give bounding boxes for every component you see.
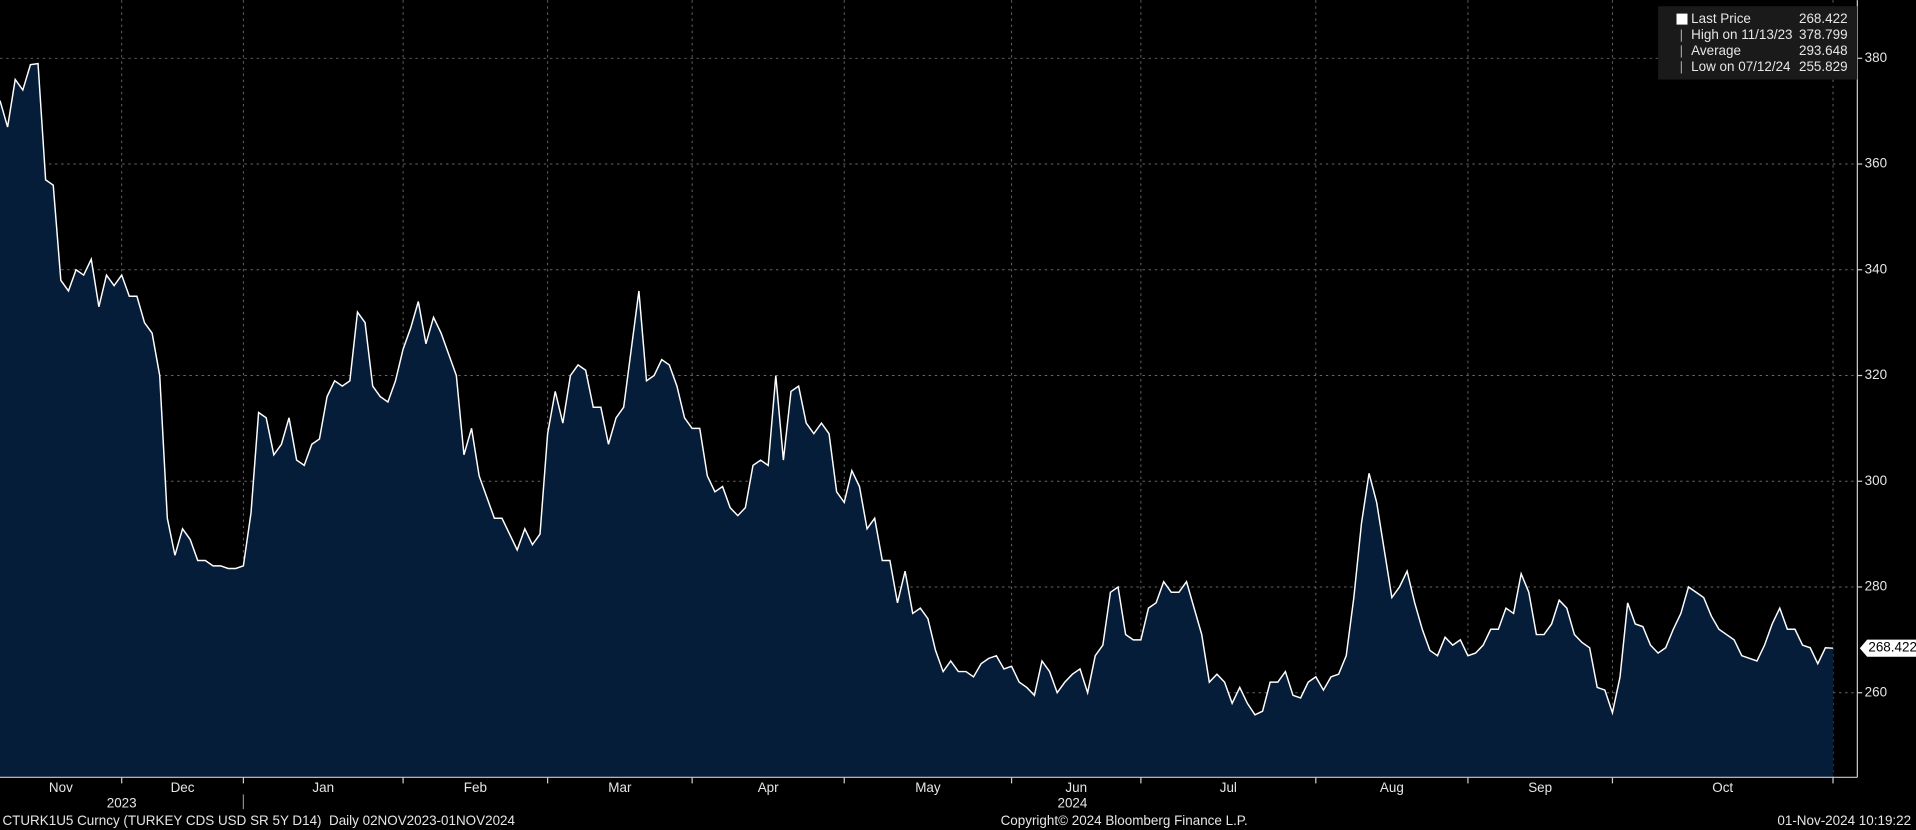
- y-tick-label: 380: [1865, 50, 1887, 65]
- legend-value: 255.829: [1799, 59, 1848, 74]
- y-tick-label: 340: [1865, 261, 1887, 276]
- legend-value: 378.799: [1799, 27, 1848, 42]
- month-label: Feb: [464, 780, 487, 795]
- legend-value: 268.422: [1799, 11, 1848, 26]
- month-label: Nov: [49, 780, 73, 795]
- legend-swatch: [1676, 13, 1688, 25]
- month-label: Dec: [171, 780, 195, 795]
- legend-label: High on 11/13/23: [1691, 27, 1792, 42]
- y-tick-label: 360: [1865, 156, 1887, 171]
- y-tick-label: 260: [1865, 684, 1887, 699]
- plot: [0, 0, 1858, 778]
- footer-center: Copyright© 2024 Bloomberg Finance L.P.: [1001, 813, 1248, 828]
- year-label: 2024: [1057, 796, 1087, 811]
- month-label: May: [915, 780, 941, 795]
- y-tick-label: 280: [1865, 579, 1887, 594]
- legend-value: 293.648: [1799, 43, 1848, 58]
- month-label: Apr: [758, 780, 779, 795]
- footer-right: 01-Nov-2024 10:19:22: [1777, 813, 1911, 828]
- legend-label: Low on 07/12/24: [1691, 59, 1791, 74]
- last-price-tag: [1859, 639, 1916, 657]
- month-label: Jan: [312, 780, 334, 795]
- month-label: Oct: [1712, 780, 1733, 795]
- year-label: 2023: [107, 796, 137, 811]
- month-label: Jul: [1220, 780, 1237, 795]
- month-label: Jun: [1065, 780, 1087, 795]
- month-label: Sep: [1528, 780, 1552, 795]
- month-label: Aug: [1380, 780, 1404, 795]
- y-tick-label: 300: [1865, 473, 1887, 488]
- price-line: [0, 62, 1834, 716]
- area: [0, 63, 1834, 778]
- legend-label: Last Price: [1691, 11, 1751, 26]
- last-price-label: 268.422: [1868, 640, 1916, 655]
- month-label: Mar: [608, 780, 632, 795]
- footer-left: CTURK1U5 Curncy (TURKEY CDS USD SR 5Y D1…: [2, 813, 515, 828]
- legend-box: [1658, 6, 1858, 80]
- legend-label: Average: [1691, 43, 1741, 58]
- y-tick-label: 320: [1865, 367, 1887, 382]
